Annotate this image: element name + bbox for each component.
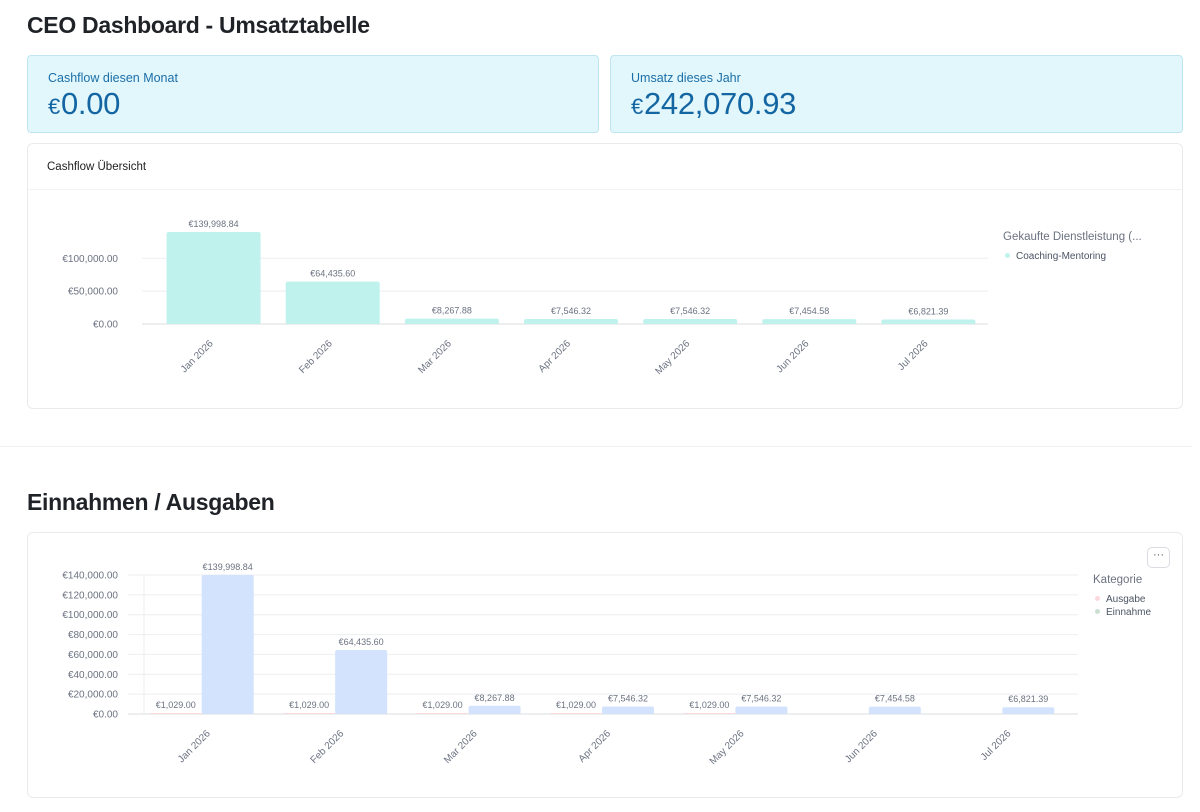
bar (602, 706, 654, 714)
legend-item-coaching-mentoring[interactable]: Coaching-Mentoring (1005, 251, 1106, 262)
data-label: €139,998.84 (189, 219, 239, 229)
bar (550, 712, 602, 714)
bar (762, 319, 857, 324)
bar (283, 712, 336, 714)
bar (201, 575, 254, 714)
section-divider (0, 446, 1192, 447)
y-tick-label: €0.00 (93, 320, 118, 331)
y-tick-label: €140,000.00 (62, 571, 118, 582)
kpi-label-revenue: Umsatz dieses Jahr (631, 71, 741, 85)
y-tick-label: €50,000.00 (68, 287, 118, 298)
data-label: €8,267.88 (432, 306, 472, 316)
data-label: €6,821.39 (908, 307, 948, 317)
data-label: €1,029.00 (156, 700, 196, 710)
currency-symbol: € (631, 94, 643, 119)
bar (416, 712, 469, 714)
kpi-value-cashflow: €0.00 (48, 86, 578, 122)
bar (868, 706, 921, 714)
x-tick-label: Jul 2026 (979, 728, 1014, 763)
x-tick-label: Jun 2026 (843, 728, 880, 765)
x-tick-label: Apr 2026 (577, 728, 614, 765)
kpi-card-revenue: Umsatz dieses Jahr €242,070.93 (610, 55, 1183, 133)
y-tick-label: €20,000.00 (68, 690, 118, 701)
panel-title: Cashflow Übersicht (28, 144, 1182, 190)
y-tick-label: €120,000.00 (62, 590, 118, 601)
legend-dot-icon (1005, 253, 1010, 258)
bar (149, 712, 202, 714)
data-label: €1,029.00 (689, 700, 729, 710)
x-tick-label: Jan 2026 (176, 728, 213, 765)
data-label: €6,821.39 (1008, 694, 1048, 704)
bar (643, 319, 738, 324)
kpi-amount: 0.00 (60, 86, 121, 121)
data-label: €7,454.58 (875, 694, 915, 704)
data-label: €7,454.58 (789, 306, 829, 316)
y-tick-label: €80,000.00 (68, 630, 118, 641)
data-label: €64,435.60 (339, 637, 384, 647)
kpi-label-cashflow: Cashflow diesen Monat (48, 71, 178, 85)
legend-title: Gekaufte Dienstleistung (... (1003, 231, 1142, 243)
kpi-card-cashflow: Cashflow diesen Monat €0.00 (27, 55, 599, 133)
data-label: €1,029.00 (556, 700, 596, 710)
section-title: Einnahmen / Ausgaben (27, 489, 275, 515)
bar (468, 705, 521, 714)
y-tick-label: €0.00 (93, 710, 118, 721)
data-label: €8,267.88 (475, 693, 515, 703)
bar (1002, 707, 1055, 714)
y-tick-label: €100,000.00 (62, 254, 118, 265)
legend-title: Kategorie (1093, 574, 1143, 586)
kpi-value-revenue: €242,070.93 (631, 86, 1162, 122)
bar (524, 319, 618, 324)
bar (404, 318, 499, 324)
data-label: €139,998.84 (203, 562, 253, 572)
y-tick-label: €60,000.00 (68, 650, 118, 661)
more-options-button[interactable]: ··· (1147, 547, 1170, 568)
legend-dot-icon (1095, 596, 1100, 601)
data-label: €7,546.32 (608, 694, 648, 704)
y-tick-label: €40,000.00 (68, 670, 118, 681)
legend-label: Einnahme (1106, 607, 1152, 618)
bar (881, 319, 976, 324)
bar (735, 706, 788, 714)
data-label: €64,435.60 (310, 269, 355, 279)
x-tick-label: Mar 2026 (442, 728, 480, 766)
bar (683, 712, 736, 714)
currency-symbol: € (48, 94, 60, 119)
data-label: €7,546.32 (670, 306, 710, 316)
x-tick-label: Feb 2026 (309, 728, 347, 766)
legend-label: Coaching-Mentoring (1016, 251, 1107, 262)
y-tick-label: €100,000.00 (62, 610, 118, 621)
x-tick-label: May 2026 (708, 728, 747, 767)
bar (335, 650, 388, 714)
legend-item-einnahme[interactable]: Einnahme (1095, 607, 1151, 618)
data-label: €7,546.32 (741, 694, 781, 704)
legend-label: Ausgabe (1106, 594, 1146, 605)
page-title: CEO Dashboard - Umsatztabelle (27, 12, 370, 38)
bar (166, 232, 261, 324)
legend-item-ausgabe[interactable]: Ausgabe (1095, 594, 1145, 605)
data-label: €7,546.32 (551, 306, 591, 316)
bar (285, 281, 380, 324)
kpi-amount: 242,070.93 (643, 86, 797, 121)
data-label: €1,029.00 (289, 700, 329, 710)
data-label: €1,029.00 (423, 700, 463, 710)
legend-dot-icon (1095, 609, 1100, 614)
